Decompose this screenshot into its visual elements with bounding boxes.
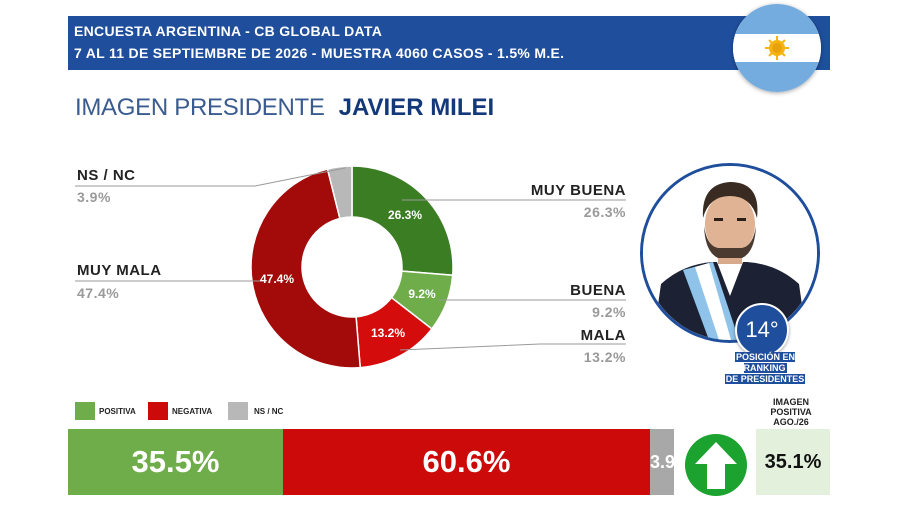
slice-label-mala: 13.2% bbox=[371, 326, 405, 340]
argentina-flag-icon bbox=[733, 4, 821, 92]
label-nsnc-name: NS / NC bbox=[77, 167, 136, 184]
legend-swatch-positiva bbox=[75, 402, 95, 420]
label-buena-name: BUENA bbox=[570, 282, 626, 299]
legend-swatch-negativa bbox=[148, 402, 168, 420]
label-mala-name: MALA bbox=[580, 327, 626, 344]
previous-image-title-line-3: AGO./26 bbox=[773, 417, 809, 427]
page-title-name: JAVIER MILEI bbox=[338, 94, 495, 121]
previous-image-title-line-1: IMAGEN bbox=[773, 397, 809, 407]
previous-image-title: IMAGEN POSITIVA AGO./26 bbox=[756, 397, 826, 427]
summary-bar-negativa: 60.6% bbox=[283, 429, 650, 495]
leader-lines bbox=[75, 167, 626, 351]
legend-label-positiva: POSITIVA bbox=[99, 407, 136, 416]
label-nsnc-value: 3.9% bbox=[77, 189, 111, 205]
previous-image-value: 35.1% bbox=[756, 429, 830, 495]
donut-slice-muy-buena bbox=[351, 165, 454, 277]
legend-label-nsnc: NS / NC bbox=[254, 407, 284, 416]
label-muy-buena-value: 26.3% bbox=[583, 204, 626, 220]
arrow-up-icon bbox=[685, 434, 747, 496]
legend-label-negativa: NEGATIVA bbox=[172, 407, 213, 416]
label-muy-mala-name: MUY MALA bbox=[77, 262, 162, 279]
header-banner: ENCUESTA ARGENTINA - CB GLOBAL DATA 7 AL… bbox=[68, 16, 830, 70]
summary-bar-positiva: 35.5% bbox=[68, 429, 283, 495]
leader-line-mala bbox=[399, 343, 626, 351]
previous-image-title-line-2: POSITIVA bbox=[770, 407, 812, 417]
label-muy-mala-value: 47.4% bbox=[77, 285, 120, 301]
legend-swatch-nsnc bbox=[228, 402, 248, 420]
summary-bar-nsnc: 3.9% bbox=[650, 429, 674, 495]
donut-slice-nsnc bbox=[326, 165, 353, 220]
rank-caption-line-2: DE PRESIDENTES bbox=[724, 374, 806, 384]
header-survey-title: ENCUESTA ARGENTINA - CB GLOBAL DATA bbox=[74, 23, 383, 39]
donut-data-labels: 26.3% 9.2% 13.2% 47.4% bbox=[260, 208, 436, 340]
donut-slice-muy-mala bbox=[250, 168, 362, 369]
slice-label-muy-mala: 47.4% bbox=[260, 272, 294, 286]
donut-slices bbox=[250, 165, 454, 369]
leader-line-nsnc bbox=[75, 167, 346, 187]
header-survey-details: 7 AL 11 DE SEPTIEMBRE DE 2026 - MUESTRA … bbox=[74, 45, 565, 61]
slice-label-buena: 9.2% bbox=[408, 287, 436, 301]
label-buena-value: 9.2% bbox=[592, 304, 626, 320]
rank-caption: POSICIÓN EN RANKING DE PRESIDENTES bbox=[716, 352, 814, 385]
president-photo bbox=[640, 163, 820, 343]
rank-caption-line-1: POSICIÓN EN RANKING bbox=[734, 352, 795, 373]
label-mala-value: 13.2% bbox=[583, 349, 626, 365]
page-title-prefix: IMAGEN PRESIDENTE bbox=[75, 94, 325, 121]
rank-badge: 14° bbox=[735, 303, 789, 357]
slice-label-muy-buena: 26.3% bbox=[388, 208, 422, 222]
label-muy-buena-name: MUY BUENA bbox=[530, 182, 626, 199]
page-title: IMAGEN PRESIDENTE JAVIER MILEI bbox=[75, 94, 494, 122]
